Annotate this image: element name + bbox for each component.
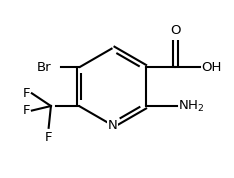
Text: NH$_2$: NH$_2$ xyxy=(178,98,204,114)
Text: OH: OH xyxy=(201,61,221,74)
Text: F: F xyxy=(45,131,52,144)
Text: Br: Br xyxy=(37,61,52,74)
Text: F: F xyxy=(23,104,30,117)
Text: F: F xyxy=(23,87,30,100)
Text: N: N xyxy=(108,119,117,132)
Text: O: O xyxy=(170,24,181,37)
